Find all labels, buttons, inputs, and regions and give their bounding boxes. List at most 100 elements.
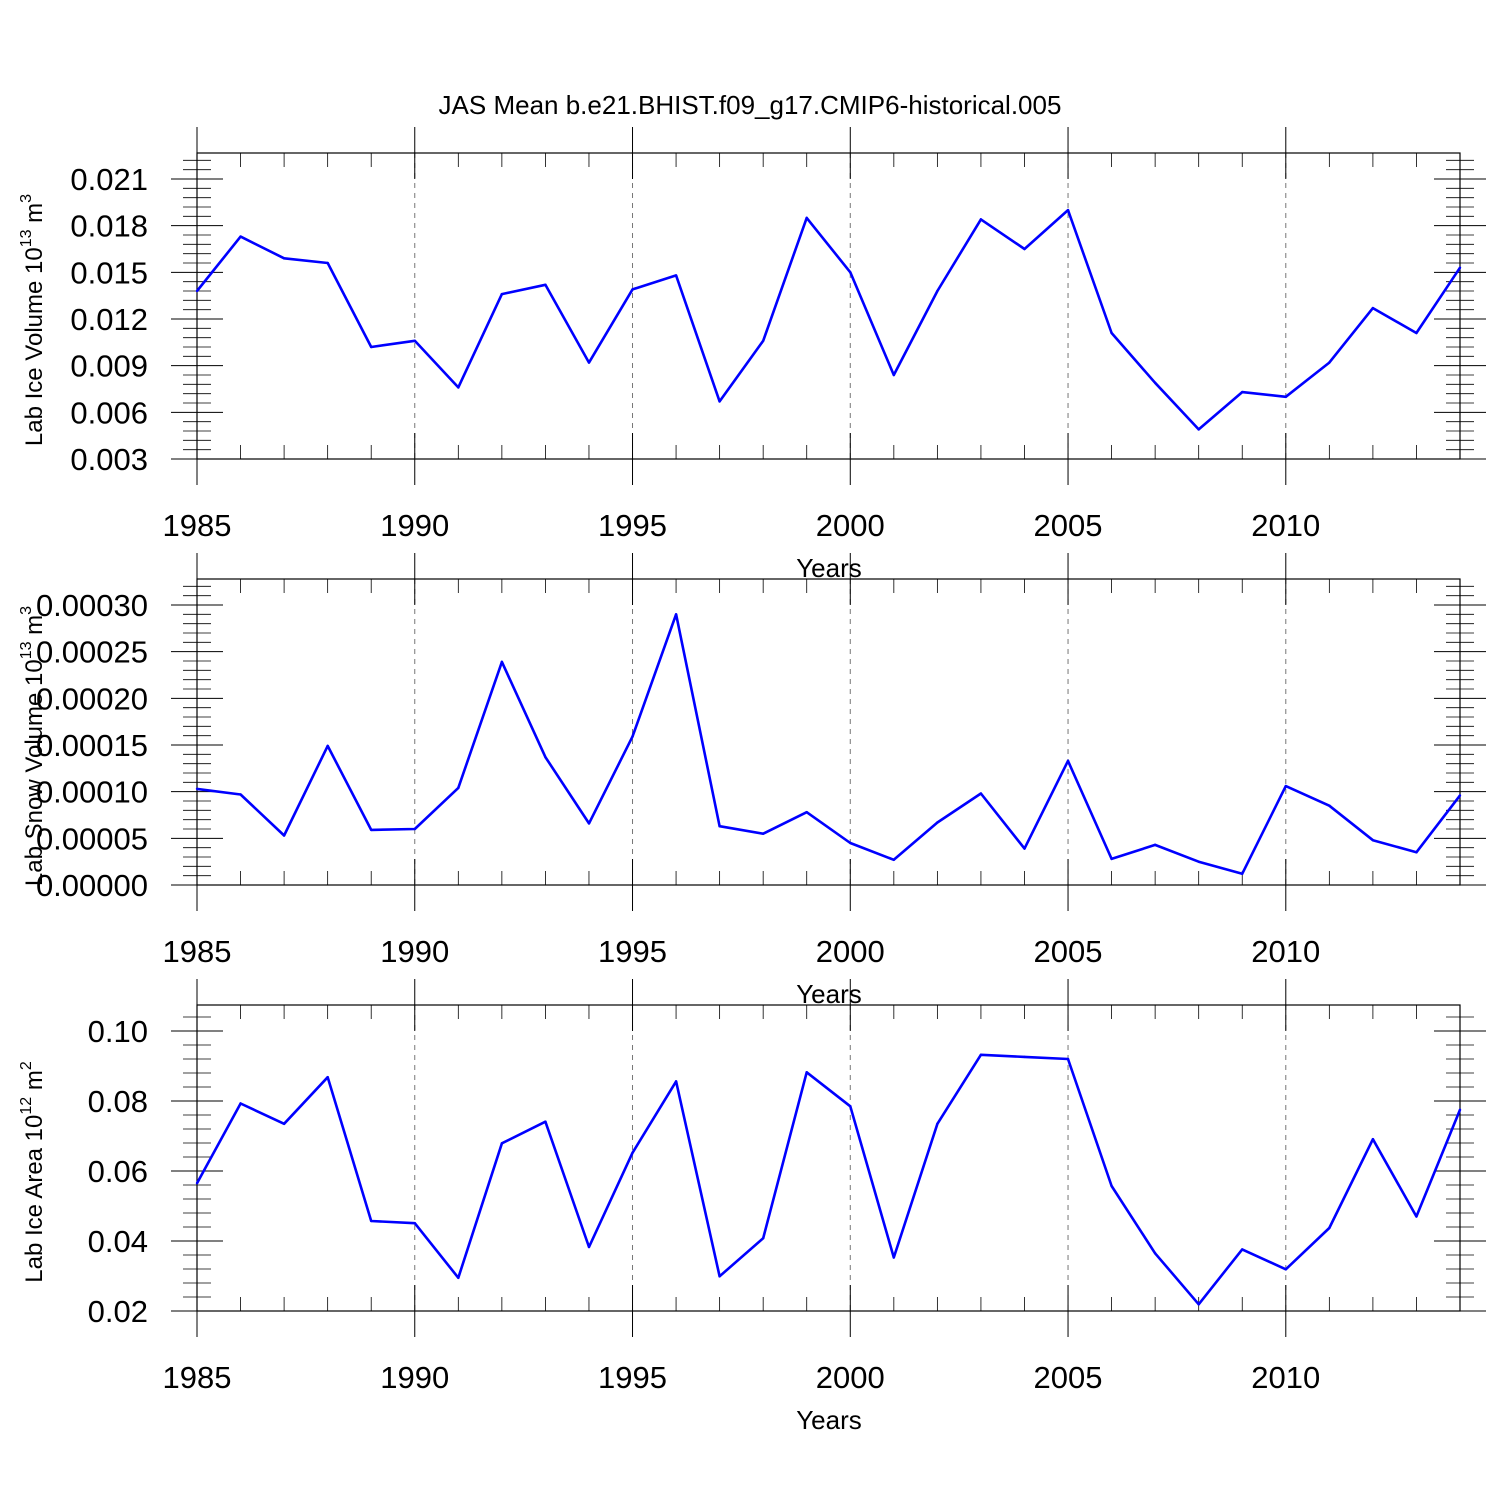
data-point-2001 <box>892 1256 896 1259</box>
y-axis-label: Lab Ice Area 1012 m2 <box>18 1061 48 1283</box>
data-point-2009 <box>1241 390 1244 394</box>
data-point-1998 <box>761 339 765 342</box>
y-axis-label-unit-exponent: 2 <box>18 1061 35 1070</box>
x-tick-label: 1995 <box>598 934 667 969</box>
data-point-1997 <box>718 1275 721 1278</box>
data-point-1991 <box>457 786 460 790</box>
data-point-1998 <box>761 832 765 835</box>
y-tick-label: 0.00015 <box>36 728 148 763</box>
data-point-2012 <box>1371 306 1375 310</box>
data-point-1985 <box>195 289 199 293</box>
y-axis-label-unit: m <box>21 203 48 230</box>
x-tick-label: 2010 <box>1251 934 1320 969</box>
y-axis-label-text: Lab Snow Volume 10 <box>21 659 48 886</box>
x-tick-label: 2005 <box>1034 1360 1103 1395</box>
data-point-2005 <box>1066 759 1070 763</box>
y-axis-label-text: Lab Ice Volume 10 <box>21 247 48 446</box>
y-axis-label-exponent: 13 <box>18 641 35 659</box>
y-tick-label: 0.018 <box>70 209 148 244</box>
data-point-2002 <box>936 1122 939 1125</box>
data-point-1985 <box>195 787 199 791</box>
data-point-1996 <box>674 613 678 616</box>
series-line <box>195 1053 1462 1306</box>
data-point-2007 <box>1153 381 1157 384</box>
x-tick-label: 1990 <box>380 508 449 543</box>
data-point-2010 <box>1284 395 1287 398</box>
x-tick-label: 2010 <box>1251 1360 1320 1395</box>
data-point-1995 <box>631 1151 634 1155</box>
data-point-1995 <box>631 288 634 291</box>
data-point-1993 <box>544 1120 547 1123</box>
y-axis-label: Lab Snow Volume 1013 m3 <box>18 606 48 886</box>
data-point-1997 <box>718 400 721 403</box>
data-point-2001 <box>892 373 896 377</box>
data-point-1987 <box>282 1122 286 1125</box>
data-point-1992 <box>500 292 504 296</box>
data-point-1986 <box>239 793 242 796</box>
data-point-2012 <box>1371 1137 1375 1141</box>
y-tick-label: 0.06 <box>88 1154 148 1189</box>
data-point-1990 <box>413 1221 416 1225</box>
data-point-2003 <box>979 218 983 221</box>
data-point-2008 <box>1197 428 1200 431</box>
data-point-1986 <box>239 1102 242 1105</box>
y-tick-label: 0.04 <box>88 1224 148 1259</box>
data-point-2008 <box>1197 1303 1200 1306</box>
data-point-1987 <box>282 834 286 837</box>
y-tick-label: 0.08 <box>88 1084 148 1119</box>
data-point-1999 <box>805 811 808 814</box>
x-tick-label: 2010 <box>1251 508 1320 543</box>
data-point-2001 <box>892 858 896 861</box>
x-tick-label: 1985 <box>163 508 232 543</box>
x-tick-label: 1985 <box>163 934 232 969</box>
y-tick-label: 0.00000 <box>36 868 148 903</box>
x-tick-label: 1990 <box>380 1360 449 1395</box>
x-axis-label: Years <box>796 979 862 1009</box>
panel-2: 1985 1990 1995 2000 2005 2010 0.00000 0.00005 0.… <box>18 553 1486 1009</box>
data-point-2006 <box>1110 857 1113 861</box>
data-point-1995 <box>631 735 634 738</box>
x-tick-label: 1995 <box>598 508 667 543</box>
data-point-1989 <box>370 345 373 349</box>
data-point-2014 <box>1458 794 1462 797</box>
y-axis-label-unit-exponent: 3 <box>18 606 35 615</box>
data-point-1992 <box>500 1142 504 1145</box>
y-tick-label: 0.10 <box>88 1014 148 1049</box>
data-point-1992 <box>500 660 504 664</box>
data-point-1990 <box>413 339 416 342</box>
data-point-2004 <box>1023 847 1026 850</box>
data-point-2013 <box>1415 331 1418 335</box>
x-tick-label: 1990 <box>380 934 449 969</box>
y-tick-label: 0.012 <box>70 302 148 337</box>
data-point-1999 <box>805 1071 808 1074</box>
data-point-2007 <box>1153 843 1157 847</box>
x-tick-label: 2005 <box>1034 934 1103 969</box>
data-point-2010 <box>1284 1268 1287 1271</box>
data-point-1989 <box>370 828 373 832</box>
data-point-2014 <box>1458 266 1462 269</box>
data-point-2011 <box>1328 1226 1331 1230</box>
plot-frame <box>196 152 1461 460</box>
data-point-2000 <box>849 1105 852 1108</box>
data-point-1996 <box>674 274 678 277</box>
series-line <box>195 208 1462 431</box>
y-tick-label: 0.00030 <box>36 588 148 623</box>
data-point-2006 <box>1110 331 1113 335</box>
data-point-1994 <box>587 822 591 825</box>
data-point-2010 <box>1284 784 1287 788</box>
y-tick-label: 0.009 <box>70 349 148 384</box>
data-point-2002 <box>936 289 939 293</box>
data-point-1990 <box>413 827 416 831</box>
y-tick-label: 0.00005 <box>36 821 148 856</box>
data-point-2004 <box>1023 247 1026 251</box>
data-point-1996 <box>674 1080 678 1083</box>
data-point-1987 <box>282 257 286 260</box>
y-tick-label: 0.02 <box>88 1294 148 1329</box>
data-point-1997 <box>718 825 721 828</box>
data-point-2007 <box>1153 1252 1157 1255</box>
y-tick-label: 0.006 <box>70 395 148 430</box>
x-tick-label: 1995 <box>598 1360 667 1395</box>
x-axis-label: Years <box>796 1405 862 1435</box>
data-point-1994 <box>587 361 591 364</box>
